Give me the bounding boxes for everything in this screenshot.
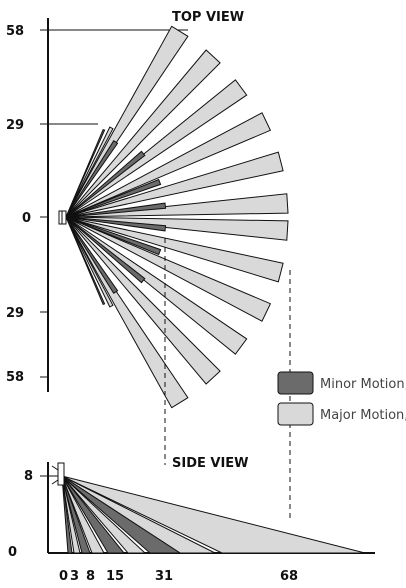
x-tick-15: 15 bbox=[106, 569, 124, 584]
major-zone-5 bbox=[65, 151, 284, 218]
minor-zone-6 bbox=[65, 216, 162, 256]
side-minor-zone-8 bbox=[61, 475, 91, 554]
minor-zone-1 bbox=[65, 139, 119, 218]
minor-zone-7 bbox=[65, 216, 146, 284]
side-major-zone-5 bbox=[61, 475, 81, 554]
major-zone-4 bbox=[65, 112, 272, 218]
minor-zone-near-top bbox=[65, 128, 106, 218]
side-view: SIDE VIEW 8 0 0 3 8 15 31 68 bbox=[8, 456, 375, 584]
y-tick-58-top: 58 bbox=[6, 24, 24, 39]
minor-zone-8 bbox=[65, 216, 119, 295]
y-tick-29-top: 29 bbox=[6, 118, 24, 133]
legend-minor-swatch bbox=[277, 371, 314, 395]
major-zone-11 bbox=[65, 216, 221, 385]
legend-minor-label: Minor Motion, IR bbox=[320, 377, 406, 392]
side-y-tick-0: 0 bbox=[8, 545, 17, 560]
y-tick-58-bottom: 58 bbox=[6, 370, 24, 385]
minor-zone-3 bbox=[65, 178, 162, 218]
major-motion-zones bbox=[65, 25, 289, 409]
minor-zone-5 bbox=[65, 216, 167, 232]
side-view-title: SIDE VIEW bbox=[172, 456, 249, 471]
x-tick-8: 8 bbox=[86, 569, 95, 584]
side-sensor-icon bbox=[51, 462, 65, 486]
major-zone-9 bbox=[65, 216, 272, 322]
major-zone-2 bbox=[65, 49, 221, 218]
side-minor-zone-15 bbox=[61, 475, 126, 554]
side-minor-zone-3 bbox=[61, 475, 73, 554]
side-view-x-ticks: 0 3 8 15 31 68 bbox=[59, 569, 298, 584]
top-view-title: TOP VIEW bbox=[172, 10, 244, 25]
major-zone-near-top bbox=[65, 126, 114, 218]
minor-zone-4 bbox=[65, 202, 167, 218]
top-view: TOP VIEW 58 29 0 29 58 bbox=[6, 10, 291, 520]
sensor-icon bbox=[58, 210, 67, 225]
major-zone-3 bbox=[65, 79, 248, 218]
x-tick-3: 3 bbox=[70, 569, 79, 584]
side-major-zone-20 bbox=[61, 475, 147, 554]
x-tick-68: 68 bbox=[280, 569, 298, 584]
x-tick-31: 31 bbox=[155, 569, 173, 584]
minor-zone-2 bbox=[65, 150, 146, 218]
top-view-y-ticks: 58 29 0 29 58 bbox=[6, 24, 188, 385]
x-tick-0: 0 bbox=[59, 569, 68, 584]
side-major-zone-10 bbox=[61, 475, 105, 554]
minor-zone-near-bottom bbox=[65, 216, 106, 306]
major-zone-near-bottom bbox=[65, 216, 114, 308]
side-major-zone-far bbox=[61, 475, 366, 554]
y-tick-0: 0 bbox=[22, 211, 31, 226]
minor-motion-zones bbox=[65, 128, 167, 306]
side-y-tick-8: 8 bbox=[24, 469, 33, 484]
major-zone-8 bbox=[65, 216, 284, 283]
legend: Minor Motion, IR Major Motion, IR bbox=[277, 371, 406, 426]
legend-major-swatch bbox=[277, 402, 314, 426]
major-zone-10 bbox=[65, 216, 248, 355]
legend-major-label: Major Motion, IR bbox=[320, 408, 406, 423]
side-minor-zone-31 bbox=[61, 475, 182, 554]
y-tick-29-bottom: 29 bbox=[6, 306, 24, 321]
